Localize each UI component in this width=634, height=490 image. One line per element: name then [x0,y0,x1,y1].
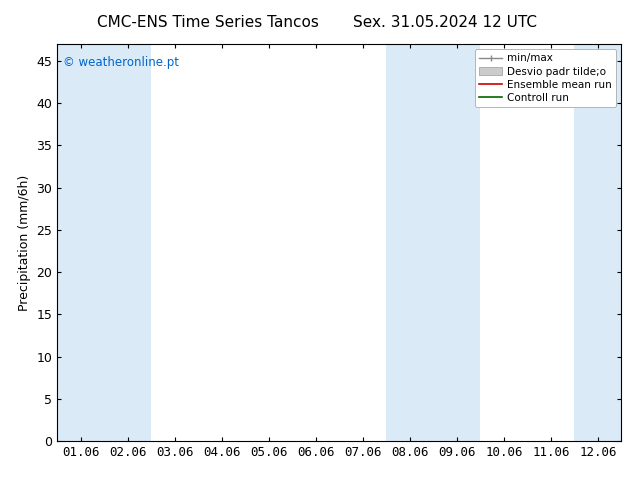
Bar [433,44,480,441]
Text: © weatheronline.pt: © weatheronline.pt [63,56,179,69]
Bar [104,44,151,441]
Bar [386,44,433,441]
Bar [574,44,621,441]
Bar [57,44,104,441]
Legend: min/max, Desvio padr tilde;o, Ensemble mean run, Controll run: min/max, Desvio padr tilde;o, Ensemble m… [475,49,616,107]
Y-axis label: Precipitation (mm/6h): Precipitation (mm/6h) [18,174,31,311]
Text: CMC-ENS Time Series Tancos       Sex. 31.05.2024 12 UTC: CMC-ENS Time Series Tancos Sex. 31.05.20… [97,15,537,30]
